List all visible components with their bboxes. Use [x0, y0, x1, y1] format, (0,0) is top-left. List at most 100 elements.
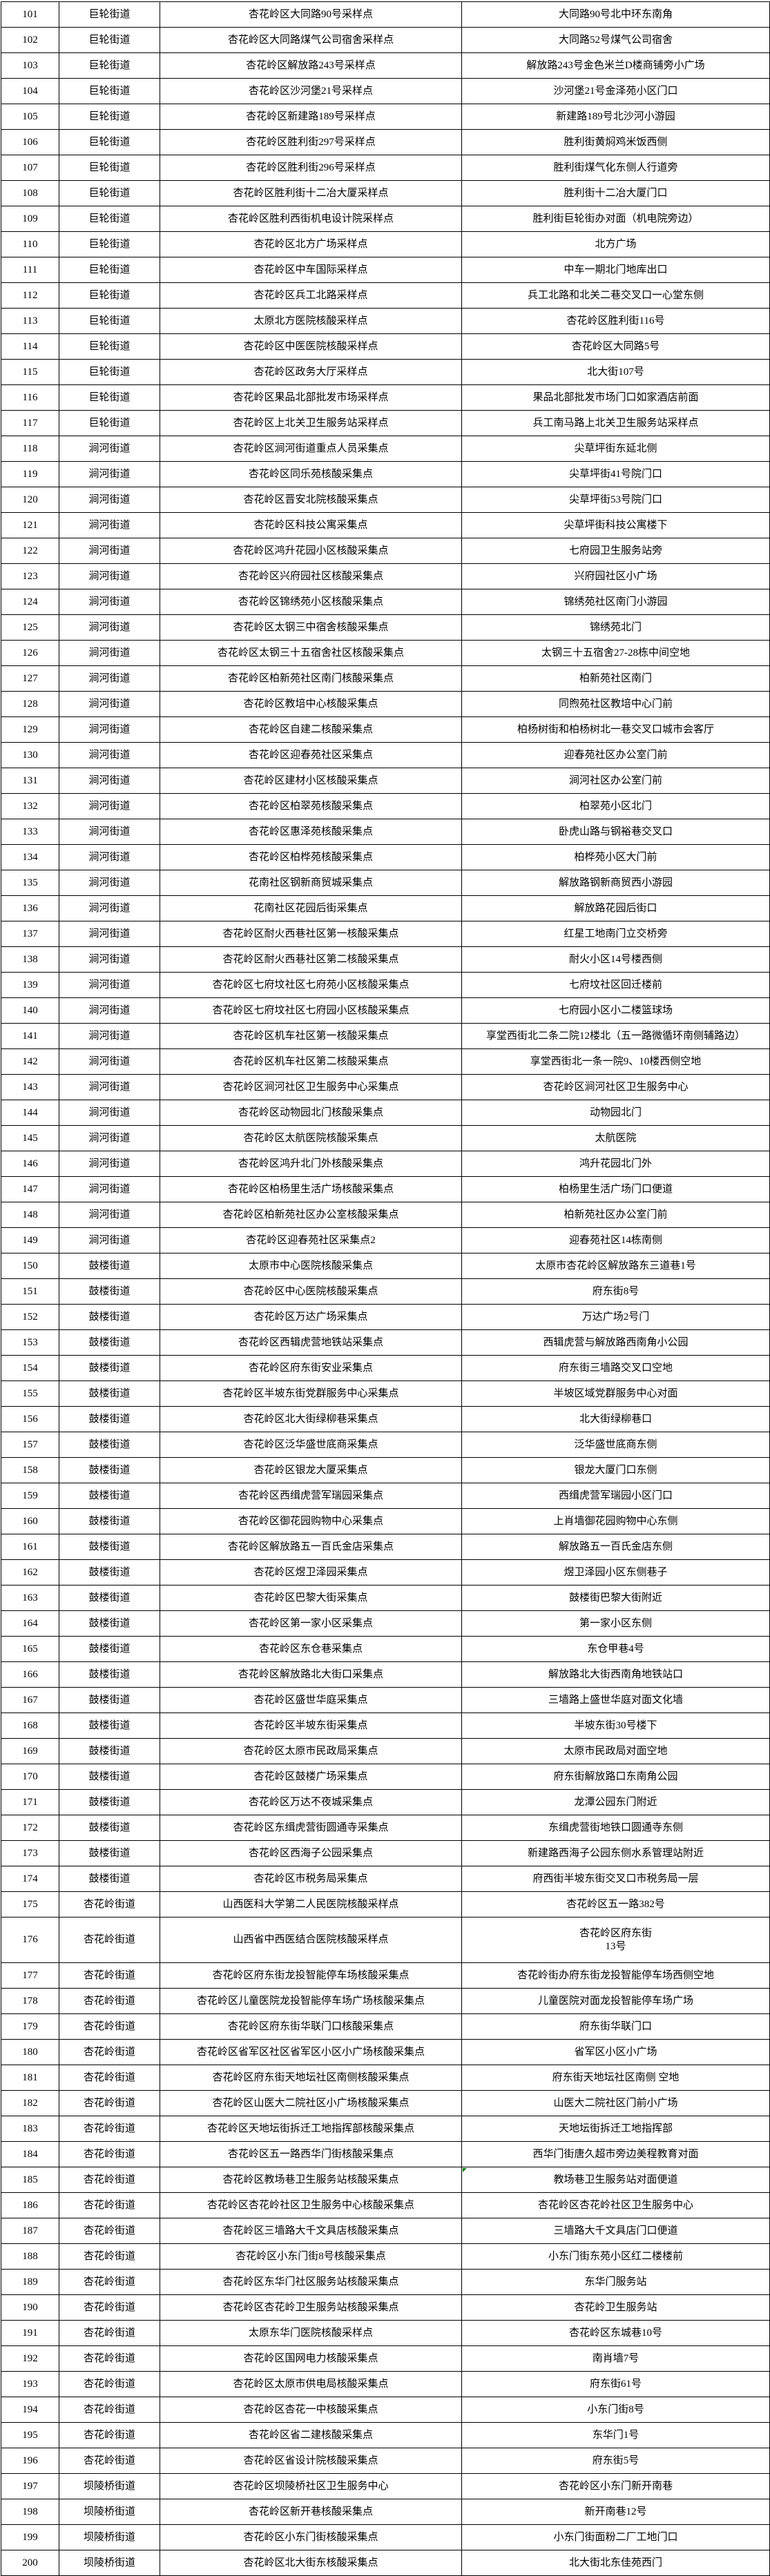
street-cell: 涧河街道: [59, 691, 160, 717]
row-number-cell: 198: [1, 2499, 59, 2525]
site-name-cell: 山西医科大学第二人民医院核酸采样点: [160, 1891, 462, 1918]
street-cell: 涧河街道: [59, 1227, 160, 1253]
table-row: 161 鼓楼街道 杏花岭区解放路五一百氏金店采集点 解放路五一百氏金店东侧: [1, 1534, 770, 1560]
street-cell: 鼓楼街道: [59, 1380, 160, 1407]
row-number-cell: 134: [1, 844, 59, 870]
address-cell: 上肖墙御花园购物中心东侧: [461, 1508, 770, 1534]
address-cell: 杏花岭区胜利街116号: [461, 308, 770, 334]
street-cell: 坝陵桥街道: [59, 2550, 160, 2576]
address-cell: 东缉虎营街地铁口圆通寺东侧: [461, 1815, 770, 1841]
address-cell: 锦绣苑社区南门小游园: [461, 589, 770, 615]
table-row: 140 涧河街道 杏花岭区七府坟社区七府园小区核酸采集点 七府园小区小二楼篮球场: [1, 997, 770, 1024]
table-row: 103 巨轮街道 杏花岭区解放路243号采样点 解放路243号金色米兰D楼商铺旁…: [1, 52, 770, 79]
street-cell: 鼓楼街道: [59, 1304, 160, 1330]
street-cell: 鼓楼街道: [59, 1610, 160, 1637]
street-cell: 涧河街道: [59, 921, 160, 947]
site-name-cell: 杏花岭区省军区社区省军区小区小广场核酸采集点: [160, 2039, 462, 2065]
street-cell: 涧河街道: [59, 844, 160, 870]
site-name-cell: 杏花岭区御花园购物中心采集点: [160, 1508, 462, 1534]
street-cell: 涧河街道: [59, 1100, 160, 1126]
row-number-cell: 103: [1, 52, 59, 79]
address-cell: 西华门街唐久超市旁边美程教育对面: [461, 2141, 770, 2167]
site-name-cell: 杏花岭区胜利街296号采样点: [160, 155, 462, 181]
site-name-cell: 杏花岭区兴府园社区核酸采集点: [160, 563, 462, 589]
table-row: 119 涧河街道 杏花岭区同乐苑核酸采集点 尖草坪街41号院门口: [1, 461, 770, 487]
table-row: 155 鼓楼街道 杏花岭区半坡东街党群服务中心采集点 半坡区域党群服务中心对面: [1, 1380, 770, 1407]
street-cell: 杏花岭街道: [59, 2269, 160, 2295]
address-cell: 耐火小区14号楼西侧: [461, 946, 770, 973]
table-row: 180 杏花岭街道 杏花岭区省军区社区省军区小区小广场核酸采集点 省军区小区小广…: [1, 2039, 770, 2065]
address-cell: 北大街绿柳巷口: [461, 1406, 770, 1432]
address-cell: 新建路西海子公园东侧水系管理站附近: [461, 1840, 770, 1866]
address-cell: 府西街半坡东街交叉口市税务局一层: [461, 1866, 770, 1892]
address-cell: 山医大二院社区门前小广场: [461, 2090, 770, 2116]
site-name-cell: 杏花岭区动物园北门核酸采集点: [160, 1100, 462, 1126]
address-cell: 府东街5号: [461, 2448, 770, 2474]
address-cell: 迎春苑社区14栋南侧: [461, 1227, 770, 1253]
row-number-cell: 190: [1, 2294, 59, 2321]
table-row: 104 巨轮街道 杏花岭区沙河堡21号采样点 沙河堡21号金泽苑小区门口: [1, 78, 770, 104]
address-cell: 柏杨树街和柏杨树北一巷交叉口城市会客厅: [461, 716, 770, 743]
site-name-cell: 杏花岭区北大街东核酸采集点: [160, 2550, 462, 2576]
address-cell: 尖草坪街41号院门口: [461, 461, 770, 487]
site-name-cell: 杏花岭区太原市民政局采集点: [160, 1738, 462, 1764]
row-number-cell: 169: [1, 1738, 59, 1764]
street-cell: 杏花岭街道: [59, 1962, 160, 1989]
site-name-cell: 杏花岭区东缉虎营街圆通寺采集点: [160, 1815, 462, 1841]
site-name-cell: 杏花岭区大同路90号采样点: [160, 1, 462, 28]
row-number-cell: 173: [1, 1840, 59, 1866]
row-number-cell: 184: [1, 2141, 59, 2167]
row-number-cell: 167: [1, 1687, 59, 1713]
site-name-cell: 杏花岭区解放路五一百氏金店采集点: [160, 1534, 462, 1560]
site-name-cell: 杏花岭区上北关卫生服务站采样点: [160, 410, 462, 436]
site-name-cell: 杏花岭区柏翠苑核酸采集点: [160, 793, 462, 819]
table-row: 138 涧河街道 杏花岭区耐火西巷社区第二核酸采集点 耐火小区14号楼西侧: [1, 946, 770, 973]
table-row: 194 杏花岭街道 杏花岭区杏花一中核酸采集点 小东门街8号: [1, 2397, 770, 2423]
table-row: 120 涧河街道 杏花岭区晋安北院核酸采集点 尖草坪街53号院门口: [1, 487, 770, 513]
table-row: 136 涧河街道 花南社区花园后街采集点 解放路花园后街口: [1, 895, 770, 921]
site-name-cell: 杏花岭区教培中心核酸采集点: [160, 691, 462, 717]
row-number-cell: 181: [1, 2065, 59, 2091]
row-number-cell: 125: [1, 614, 59, 641]
address-cell: 尖草坪街东延北侧: [461, 436, 770, 462]
table-row: 197 坝陵桥街道 杏花岭区坝陵桥社区卫生服务中心 杏花岭区小东门新开南巷: [1, 2473, 770, 2499]
row-number-cell: 107: [1, 155, 59, 181]
table-row: 192 杏花岭街道 杏花岭区国网电力核酸采集点 南肖墙7号: [1, 2345, 770, 2372]
address-cell: 胜利街煤气化东侧人行道旁: [461, 155, 770, 181]
row-number-cell: 191: [1, 2320, 59, 2346]
row-number-cell: 168: [1, 1713, 59, 1739]
site-name-cell: 杏花岭区府东街天地坛社区南侧核酸采集点: [160, 2065, 462, 2091]
table-row: 189 杏花岭街道 杏花岭区东华门社区服务站核酸采集点 东华门服务站: [1, 2269, 770, 2295]
street-cell: 涧河街道: [59, 589, 160, 615]
site-name-cell: 杏花岭区柏桦苑核酸采集点: [160, 844, 462, 870]
street-cell: 巨轮街道: [59, 52, 160, 79]
row-number-cell: 200: [1, 2550, 59, 2576]
address-cell: 教场巷卫生服务站对面便道: [461, 2167, 770, 2193]
street-cell: 杏花岭街道: [59, 2090, 160, 2116]
street-cell: 杏花岭街道: [59, 2371, 160, 2397]
table-row: 105 巨轮街道 杏花岭区新建路189号采样点 新建路189号北沙河小游园: [1, 104, 770, 130]
row-number-cell: 137: [1, 921, 59, 947]
table-row: 139 涧河街道 杏花岭区七府坟社区七府苑小区核酸采集点 七府坟社区回迁楼前: [1, 972, 770, 998]
site-name-cell: 杏花岭区市税务局采集点: [160, 1866, 462, 1892]
site-name-cell: 杏花岭区鼓楼广场采集点: [160, 1764, 462, 1790]
row-number-cell: 128: [1, 691, 59, 717]
site-name-cell: 杏花岭区建材小区核酸采集点: [160, 768, 462, 794]
row-number-cell: 176: [1, 1917, 59, 1963]
address-cell: 新开南巷12号: [461, 2499, 770, 2525]
table-row: 193 杏花岭街道 杏花岭区太原市供电局核酸采集点 府东街61号: [1, 2371, 770, 2397]
row-number-cell: 146: [1, 1151, 59, 1177]
site-name-cell: 杏花岭区七府坟社区七府园小区核酸采集点: [160, 997, 462, 1024]
address-cell: 卧虎山路与钢裕巷交叉口: [461, 819, 770, 845]
row-number-cell: 192: [1, 2345, 59, 2372]
address-cell: 胜利街十二冶大厦门口: [461, 180, 770, 206]
address-cell: 泛华盛世底商东侧: [461, 1432, 770, 1458]
address-cell: 第一家小区东侧: [461, 1610, 770, 1637]
address-cell: 七府园小区小二楼篮球场: [461, 997, 770, 1024]
street-cell: 涧河街道: [59, 1125, 160, 1151]
address-cell: 大同路90号北中环东南角: [461, 1, 770, 28]
cell-error-indicator-icon: [463, 2168, 467, 2172]
table-row: 149 涧河街道 杏花岭区迎春苑社区采集点2 迎春苑社区14栋南侧: [1, 1227, 770, 1253]
site-name-cell: 杏花岭区涧河街道重点人员采集点: [160, 436, 462, 462]
